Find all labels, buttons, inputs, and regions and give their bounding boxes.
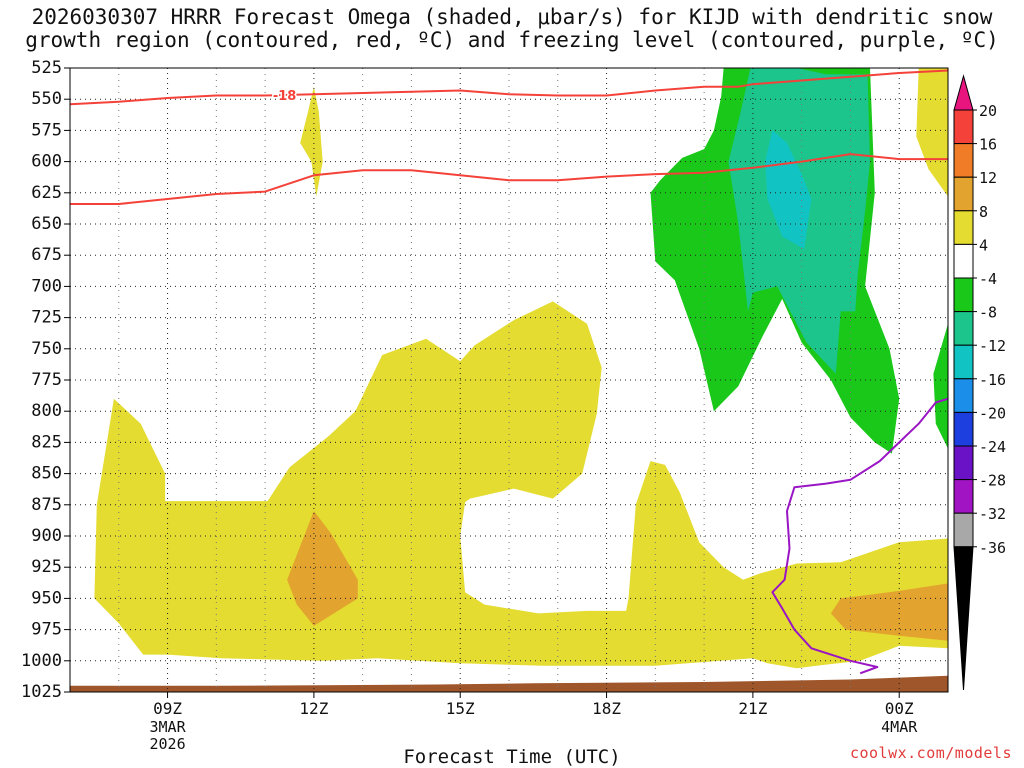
- y-tick-label-800: 800: [31, 401, 62, 421]
- y-tick-label-825: 825: [31, 432, 62, 452]
- colorbar-segment: [953, 277, 974, 313]
- x-tick-label-12Z: 12Z: [299, 699, 328, 718]
- site-credit: coolwx.com/models: [849, 744, 1012, 762]
- y-tick-label-625: 625: [31, 183, 62, 203]
- colorbar-label: 12: [979, 169, 997, 187]
- colorbar-label: -36: [979, 539, 1006, 557]
- omega_pos_4_8_topright: [916, 68, 948, 197]
- colorbar-segment-top-arrow: [953, 74, 974, 111]
- colorbar-label: -32: [979, 505, 1006, 523]
- colorbar-label: -20: [979, 404, 1006, 422]
- y-tick-label-650: 650: [31, 214, 62, 234]
- colorbar-segment: [953, 445, 974, 481]
- colorbar-label: 16: [979, 136, 997, 154]
- terrain-below-ground: [70, 675, 948, 692]
- colorbar-label: -8: [979, 304, 997, 322]
- colorbar-label: 20: [979, 102, 997, 120]
- y-tick-label-775: 775: [31, 370, 62, 390]
- contour-label: -18: [273, 89, 297, 104]
- y-tick-label-900: 900: [31, 526, 62, 546]
- colorbar-segment-bottom-arrow: [953, 546, 974, 691]
- colorbar-label: -12: [979, 337, 1006, 355]
- omega-colorbar: 20 16 12 8 4 -4 -8 -12 -16 -20 -24 -28 -32 -36: [953, 74, 1006, 691]
- colorbar-segment: [953, 311, 974, 346]
- colorbar-segment: [953, 344, 974, 380]
- y-tick-label-850: 850: [31, 464, 62, 484]
- y-tick-label-875: 875: [31, 495, 62, 515]
- colorbar-segment: [953, 243, 974, 279]
- chart-title-line-2: growth region (contoured, red, ºC) and f…: [25, 28, 999, 52]
- y-tick-label-1000: 1000: [21, 651, 62, 671]
- colorbar-segment: [953, 210, 974, 245]
- colorbar-segment: [953, 109, 974, 145]
- omega_neg_12_16: [765, 130, 812, 249]
- colorbar-label: -16: [979, 371, 1006, 389]
- y-tick-label-750: 750: [31, 339, 62, 359]
- y-tick-label-525: 525: [31, 58, 62, 78]
- omega_pos_8_12_right: [830, 583, 948, 641]
- x-axis-label: Forecast Time (UTC): [403, 746, 621, 768]
- x-tick-sublabel: 2026: [149, 735, 185, 753]
- y-tick-label-600: 600: [31, 152, 62, 172]
- colorbar-label: 4: [979, 236, 988, 254]
- x-tick-sublabel: 3MAR: [149, 718, 186, 736]
- x-tick-label-15Z: 15Z: [446, 699, 475, 718]
- dendritic_lower_-18C: [70, 153, 948, 205]
- dendritic_upper_-12C: [69, 69, 949, 106]
- y-tick-label-550: 550: [31, 89, 62, 109]
- colorbar-label: 8: [979, 203, 988, 221]
- y-tick-label-975: 975: [31, 620, 62, 640]
- omega_pos_8_12_12z: [287, 511, 358, 626]
- dotted-grid: [69, 68, 949, 692]
- y-tick-label-675: 675: [31, 245, 62, 265]
- colorbar-segment: [953, 411, 974, 447]
- freezing_level_0C: [771, 397, 949, 675]
- chart-title-line-1: 2026030307 HRRR Forecast Omega (shaded, …: [31, 5, 993, 29]
- contour-layer: -18: [69, 69, 949, 675]
- omega-shaded-fill-layer: [70, 68, 948, 692]
- omega_pos_4_8_12z: [300, 86, 323, 197]
- colorbar-segment: [953, 176, 974, 212]
- y-tick-label-1025: 1025: [21, 682, 62, 702]
- x-tick-label-00Z: 00Z: [885, 699, 914, 718]
- y-tick-label-575: 575: [31, 120, 62, 140]
- colorbar-label: -28: [979, 472, 1006, 490]
- y-tick-label-925: 925: [31, 557, 62, 577]
- x-tick-label-18Z: 18Z: [592, 699, 621, 718]
- colorbar-segment: [953, 143, 974, 178]
- colorbar-label: -24: [979, 438, 1006, 456]
- colorbar-segment: [953, 512, 974, 548]
- omega_neg_4_8_rightedge: [933, 323, 948, 449]
- colorbar-label: -4: [979, 270, 997, 288]
- x-tick-label-21Z: 21Z: [738, 699, 767, 718]
- colorbar-segment: [953, 378, 974, 413]
- y-tick-label-950: 950: [31, 588, 62, 608]
- x-tick-label-09Z: 09Z: [153, 699, 182, 718]
- chart-title: 2026030307 HRRR Forecast Omega (shaded, …: [0, 6, 1024, 52]
- pressure-axis: 525 550 575 600 625 650 675 700 725 750 775 800 825 8…: [21, 58, 70, 702]
- y-tick-label-700: 700: [31, 276, 62, 296]
- colorbar-segment: [953, 479, 974, 514]
- y-tick-label-725: 725: [31, 308, 62, 328]
- x-tick-sublabel: 4MAR: [881, 718, 918, 736]
